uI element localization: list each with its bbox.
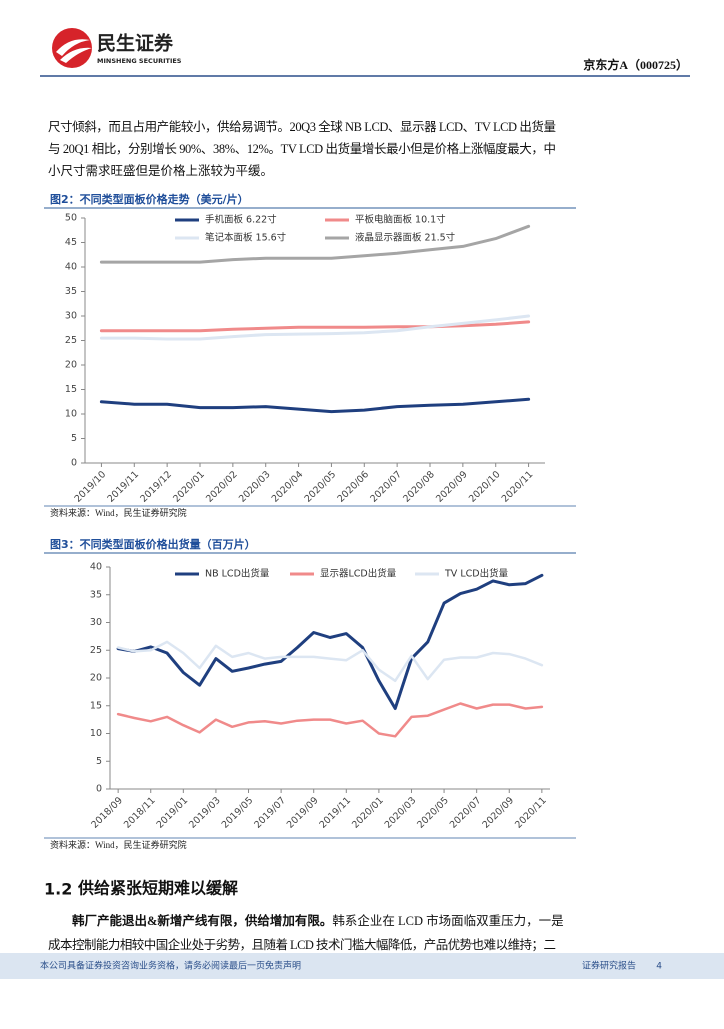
figure-title: 图3：不同类型面板价格出货量（百万片） [50,537,256,551]
y-tick-label: 10 [90,728,102,739]
legend-label: 显示器LCD出货量 [320,568,397,580]
series-line [99,314,531,341]
source: 资料来源：Wind，民生证券研究院 [50,507,187,518]
section-title: 供给紧张短期难以缓解 [77,879,238,898]
section-line: 成本控制能力相较中国企业处于劣势，且随着 LCD 技术门槛大幅降低，产品优势也难… [48,937,556,952]
x-tick-label: 2020/07 [368,469,404,505]
footer-disclaimer: 本公司具备证券投资咨询业务资格，请务必阅读最后一页免责声明 [40,960,301,972]
y-tick-label: 30 [90,617,102,628]
y-tick-label: 0 [96,784,102,795]
legend-label: TV LCD出货量 [444,568,509,580]
x-tick-label: 2019/10 [73,469,109,505]
legend-label: NB LCD出货量 [205,568,270,580]
x-tick-label: 2020/11 [513,795,549,831]
x-tick-label: 2019/03 [187,795,223,831]
x-tick-label: 2020/01 [171,469,207,505]
x-tick-label: 2020/07 [448,795,484,831]
y-tick-label: 15 [65,384,77,395]
x-tick-label: 2019/09 [285,795,321,831]
y-tick-label: 40 [65,262,77,273]
footer-label: 证券研究报告 [582,960,636,972]
x-tick-label: 2020/03 [237,469,273,505]
series-line [116,573,544,710]
y-tick-label: 40 [90,562,102,573]
logo [52,28,92,68]
y-tick-label: 35 [65,286,77,297]
x-tick-label: 2018/11 [122,795,158,831]
x-tick-label: 2019/12 [138,469,174,505]
x-tick-label: 2020/05 [415,795,451,831]
paragraph-line: 小尺寸需求旺盛但是价格上涨较为平缓。 [48,163,273,178]
x-tick-label: 2020/06 [335,469,371,505]
legend-label: 笔记本面板 15.6寸 [205,232,287,244]
y-tick-label: 20 [65,360,77,371]
section-lead: 韩厂产能退出&新增产线有限，供给增加有限。 [72,913,332,928]
x-tick-label: 2020/01 [350,795,386,831]
section-line: 韩厂产能退出&新增产线有限，供给增加有限。韩系企业在 LCD 市场面临双重压力，… [72,913,564,928]
x-tick-label: 2019/07 [252,795,288,831]
y-tick-label: 25 [65,335,77,346]
y-tick-label: 50 [65,213,77,224]
y-tick-label: 25 [90,645,102,656]
source: 资料来源：Wind，民生证券研究院 [50,839,187,850]
x-tick-label: 2019/11 [105,469,141,505]
x-tick-label: 2020/04 [270,469,306,505]
x-tick-label: 2020/08 [401,469,437,505]
x-tick-label: 2020/11 [500,469,536,505]
y-tick-label: 5 [96,756,102,767]
x-tick-label: 2020/09 [434,469,470,505]
figure-title: 图2：不同类型面板价格走势（美元/片） [50,192,249,206]
x-tick-label: 2019/01 [155,795,191,831]
y-tick-label: 30 [65,311,77,322]
series-line [99,320,531,333]
legend-label: 手机面板 6.22寸 [205,214,277,226]
series-line [99,397,531,414]
company: 京东方A（000725） [583,57,688,72]
x-tick-label: 2020/05 [303,469,339,505]
legend-label: 液晶显示器面板 21.5寸 [355,232,456,244]
y-tick-label: 10 [65,409,77,420]
y-tick-label: 0 [71,458,77,469]
logo-en: MINSHENG SECURITIES [97,57,182,65]
paragraph-line: 与 20Q1 相比，分别增长 90%、38%、12%。TV LCD 出货量增长最… [48,141,556,156]
y-tick-label: 15 [90,700,102,711]
logo-cn: 民生证券 [97,32,174,55]
section-number: 1.2 [44,880,72,899]
y-tick-label: 45 [65,237,77,248]
x-tick-label: 2020/09 [480,795,516,831]
section-text: 韩系企业在 LCD 市场面临双重压力，一是 [332,913,564,928]
x-tick-label: 2020/02 [204,469,240,505]
footer-band [0,953,724,979]
series-line [99,224,531,264]
footer-page: 4 [656,962,662,972]
y-tick-label: 35 [90,589,102,600]
paragraph-line: 尺寸倾斜，而且占用产能较小，供给易调节。20Q3 全球 NB LCD、显示器 L… [48,119,556,134]
x-tick-label: 2020/03 [383,795,419,831]
x-tick-label: 2019/05 [220,795,256,831]
series-line [116,702,544,738]
x-tick-label: 2020/10 [467,469,503,505]
x-tick-label: 2018/09 [89,795,125,831]
y-tick-label: 20 [90,673,102,684]
x-tick-label: 2019/11 [317,795,353,831]
y-tick-label: 5 [71,433,77,444]
legend-label: 平板电脑面板 10.1寸 [355,214,446,226]
series-line [116,640,544,683]
